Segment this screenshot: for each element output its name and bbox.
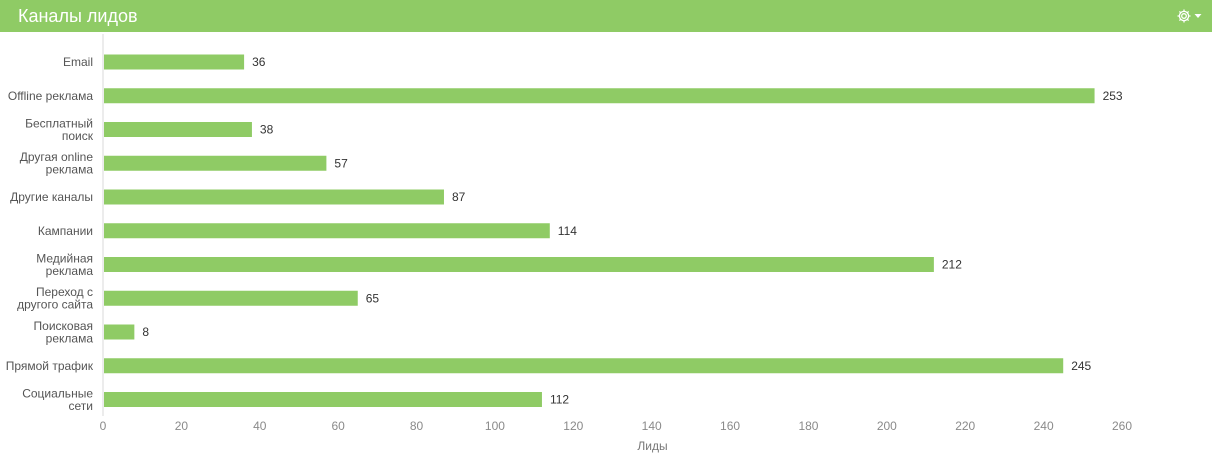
value-label-5: 114 — [558, 224, 577, 238]
category-label-0: Email — [63, 55, 93, 69]
category-label-9: Прямой трафик — [6, 359, 94, 373]
bar-8[interactable] — [104, 324, 135, 340]
category-label-1: Offline реклама — [8, 89, 93, 103]
category-label-5: Кампании — [38, 224, 93, 238]
category-label-8: Поисковая реклама — [34, 319, 94, 346]
x-tick-label-2: 40 — [253, 419, 267, 433]
value-label-9: 245 — [1071, 359, 1091, 373]
settings-menu-button[interactable] — [1176, 6, 1202, 26]
chart-area: 36 Email 253 Offline реклама 38 Бесплатный пои… — [0, 32, 1212, 468]
bar-chart: 36 Email 253 Offline реклама 38 Бесплатный пои… — [6, 34, 1132, 453]
category-label-2: Бесплатный поиск — [25, 116, 94, 143]
value-label-1: 253 — [1103, 89, 1123, 103]
bar-2[interactable] — [104, 122, 252, 137]
gear-icon — [1176, 8, 1192, 24]
category-label-4: Другие каналы — [10, 190, 93, 204]
bar-4[interactable] — [104, 189, 444, 205]
x-tick-label-1: 20 — [175, 419, 189, 433]
x-tick-label-10: 200 — [877, 419, 897, 433]
bar-1[interactable] — [104, 88, 1095, 104]
value-label-7: 65 — [366, 291, 380, 305]
x-tick-label-0: 0 — [100, 419, 107, 433]
value-label-0: 36 — [252, 55, 266, 69]
category-label-6: Медийная реклама — [36, 251, 93, 278]
bar-6[interactable] — [104, 257, 934, 272]
x-tick-label-7: 140 — [642, 419, 662, 433]
x-tick-label-11: 220 — [955, 419, 975, 433]
category-label-7: Переход с другого сайта — [17, 285, 93, 312]
x-tick-label-5: 100 — [485, 419, 505, 433]
caret-down-icon — [1194, 12, 1202, 20]
widget-header: Каналы лидов — [0, 0, 1212, 32]
value-label-8: 8 — [142, 325, 149, 339]
x-tick-label-6: 120 — [563, 419, 583, 433]
bar-5[interactable] — [104, 223, 550, 239]
value-label-10: 112 — [550, 393, 569, 407]
bar-0[interactable] — [104, 54, 245, 70]
bar-7[interactable] — [104, 290, 358, 306]
value-label-6: 212 — [942, 258, 962, 272]
x-tick-label-3: 60 — [331, 419, 345, 433]
bar-3[interactable] — [104, 155, 327, 171]
bar-10[interactable] — [104, 392, 542, 407]
category-label-3: Другая online реклама — [20, 150, 94, 177]
x-tick-label-9: 180 — [798, 419, 818, 433]
value-label-2: 38 — [260, 123, 274, 137]
category-label-10: Социальные сети — [22, 386, 93, 413]
x-axis-title: Лиды — [637, 439, 667, 453]
value-label-4: 87 — [452, 190, 466, 204]
bar-9[interactable] — [104, 358, 1064, 374]
x-tick-label-13: 260 — [1112, 419, 1132, 433]
value-label-3: 57 — [334, 156, 348, 170]
x-tick-label-4: 80 — [410, 419, 424, 433]
x-tick-label-12: 240 — [1034, 419, 1054, 433]
widget-title: Каналы лидов — [18, 6, 138, 26]
x-tick-label-8: 160 — [720, 419, 740, 433]
